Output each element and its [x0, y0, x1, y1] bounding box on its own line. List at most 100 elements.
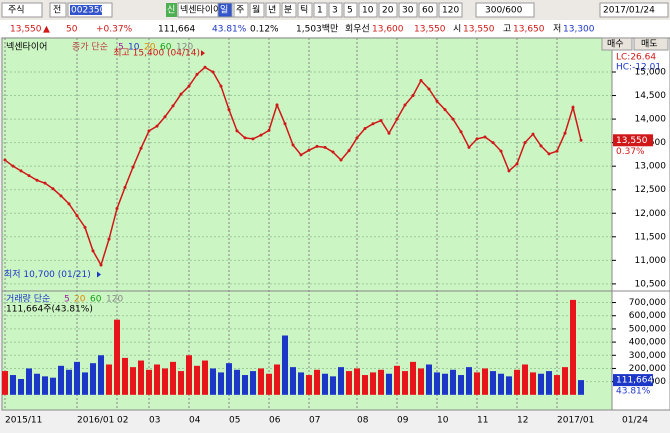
price-point	[403, 103, 407, 107]
price-point	[3, 158, 7, 162]
volume-bar	[314, 369, 320, 395]
x-tick-label: 04	[189, 416, 201, 426]
volume-bar	[474, 372, 480, 395]
price-point	[507, 169, 511, 173]
volume-bar	[530, 372, 536, 395]
price-point	[291, 143, 295, 147]
legend-period: 120	[176, 43, 193, 53]
volume-bar	[218, 372, 224, 395]
current-price: 13,550	[616, 136, 648, 146]
high: 13,650	[513, 25, 545, 35]
interval: 120	[442, 6, 459, 16]
price-point	[251, 137, 255, 141]
period-button[interactable]	[297, 2, 313, 18]
x-tick-label: 10	[437, 416, 449, 426]
x-tick-label: 12	[517, 416, 528, 426]
price-point	[555, 149, 559, 153]
volume-bar	[562, 367, 568, 395]
period-button[interactable]	[249, 2, 265, 18]
price-point	[531, 132, 535, 136]
quote-row	[0, 20, 670, 37]
price-point	[99, 263, 103, 267]
volume-bar	[394, 365, 400, 395]
price-point	[323, 145, 327, 149]
volume-bar	[146, 369, 152, 395]
price-point	[339, 158, 343, 162]
market-select[interactable]	[1, 2, 43, 18]
y-tick-label: 700,000	[629, 298, 666, 308]
price-point	[299, 153, 303, 157]
y-tick-label: 13,000	[635, 162, 667, 172]
y-tick-label: 14,500	[635, 91, 667, 101]
price-point	[235, 129, 239, 133]
legend-period: 120	[106, 295, 123, 305]
legend-period: 10	[128, 43, 140, 53]
price-point	[179, 92, 183, 96]
count-box[interactable]	[475, 2, 535, 18]
volume-bar	[186, 355, 192, 395]
interval-button[interactable]	[378, 2, 398, 18]
period: 월	[252, 4, 260, 16]
price-point	[427, 87, 431, 91]
x-tick-label: 03	[149, 416, 160, 426]
volume-bar	[482, 368, 488, 395]
x-tick-label: 08	[357, 416, 369, 426]
price-point	[563, 131, 567, 135]
price-point	[171, 104, 175, 108]
arrow: ▲	[43, 25, 50, 35]
y-tick-label: 600,000	[629, 311, 666, 321]
volume-bar	[98, 355, 104, 395]
x-tick-label: 11	[477, 416, 488, 426]
price-point	[203, 65, 207, 69]
stock-name: 넥센타이어	[180, 5, 221, 16]
volume-bar	[434, 372, 440, 395]
interval-button[interactable]	[328, 2, 343, 18]
period-button[interactable]	[265, 2, 281, 18]
change: 50	[66, 25, 78, 35]
sell-button[interactable]	[633, 37, 669, 51]
interval-button[interactable]	[343, 2, 358, 18]
buy-button[interactable]	[601, 37, 633, 51]
volume-bar	[354, 368, 360, 395]
scope-select[interactable]	[49, 2, 67, 18]
volume-bar	[458, 375, 464, 395]
low-note: 최저 10,700 (01/21)	[4, 269, 91, 280]
period-button[interactable]	[281, 2, 297, 18]
scope: 전	[53, 5, 61, 16]
interval-button[interactable]	[418, 2, 438, 18]
volume-bar	[26, 368, 32, 395]
end-label: 01/24	[622, 416, 648, 426]
volume-bar	[330, 376, 336, 395]
current-pct: 0.37%	[616, 147, 645, 157]
volume-bar	[490, 371, 496, 395]
volume-bar	[378, 369, 384, 395]
price-point	[435, 99, 439, 103]
volume-bar	[306, 375, 312, 395]
price-point	[259, 133, 263, 137]
volume-bar	[410, 361, 416, 395]
price-point	[267, 128, 271, 132]
interval-button[interactable]	[438, 2, 463, 18]
price-point	[355, 136, 359, 140]
period-button[interactable]	[217, 2, 233, 18]
volume-bar	[138, 360, 144, 395]
interval-button[interactable]	[358, 2, 378, 18]
date-box[interactable]	[599, 2, 669, 18]
price-point	[115, 207, 119, 211]
turnover: 0.12%	[250, 25, 279, 35]
price-point	[547, 152, 551, 156]
interval: 30	[402, 6, 414, 16]
high-label: 고	[503, 25, 511, 35]
code: 002350	[71, 6, 106, 16]
interval-button[interactable]	[398, 2, 418, 18]
volume-bar	[466, 367, 472, 395]
axis-area	[611, 37, 670, 411]
period-button[interactable]	[233, 2, 249, 18]
price-point	[83, 225, 87, 229]
volume-bar	[250, 371, 256, 395]
period: 일	[220, 5, 228, 16]
ask: 13,600	[372, 25, 404, 35]
volume-bar	[90, 363, 96, 395]
interval-button[interactable]	[313, 2, 328, 18]
current-volume-pct: 43.81%	[616, 387, 651, 397]
